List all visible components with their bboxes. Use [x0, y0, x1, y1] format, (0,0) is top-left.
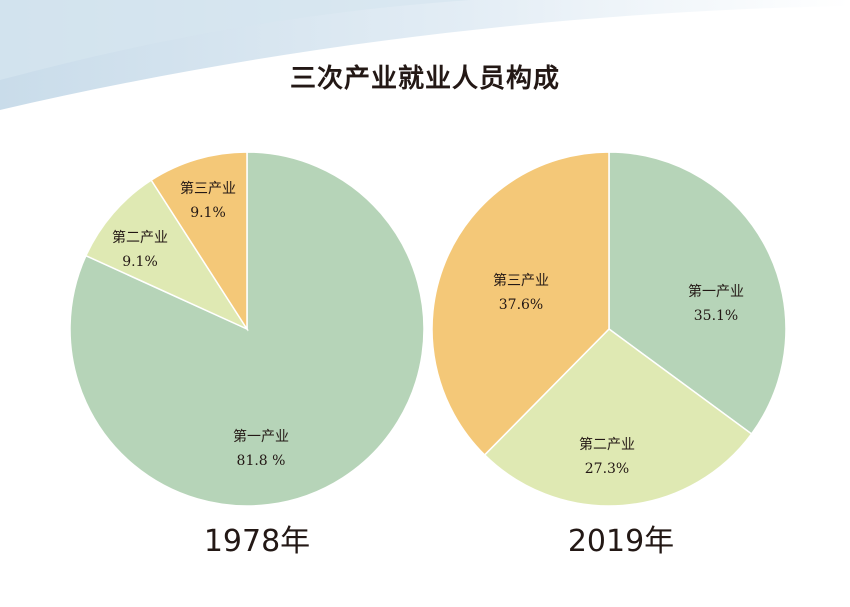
slice-value: 81.8 %	[237, 453, 286, 469]
slice-label: 第一产业	[688, 283, 744, 300]
year-caption-1978: 1978年	[203, 524, 311, 559]
pie-slice-第二产业	[483, 328, 753, 507]
slice-label: 第一产业	[233, 428, 289, 445]
slice-value: 9.1%	[190, 205, 226, 221]
slice-value: 37.6%	[499, 297, 543, 313]
slice-value: 9.1%	[122, 254, 158, 270]
slice-label: 第二产业	[579, 436, 635, 453]
pie-slice-第三产业	[150, 151, 248, 332]
pie-slice-第三产业	[431, 151, 610, 457]
pie-slice-第二产业	[84, 179, 250, 331]
pie-chart-2019年: 第一产业 35.1% 第二产业 27.3% 第三产业 37.6%	[431, 151, 787, 507]
slice-value: 27.3%	[585, 461, 629, 477]
page-title: 三次产业就业人员构成	[289, 64, 560, 94]
header-wave-decoration	[0, 0, 850, 110]
pie-chart-1978年: 第一产业 81.8 % 第二产业 9.1% 第三产业 9.1%	[69, 151, 425, 507]
slice-label: 第三产业	[493, 272, 549, 289]
slice-label: 第二产业	[112, 229, 168, 246]
pie-slice-第一产业	[69, 151, 425, 507]
year-caption-2019: 2019年	[567, 524, 675, 559]
slice-value: 35.1%	[694, 308, 738, 324]
pie-slice-第一产业	[608, 151, 787, 435]
slice-label: 第三产业	[180, 180, 236, 197]
